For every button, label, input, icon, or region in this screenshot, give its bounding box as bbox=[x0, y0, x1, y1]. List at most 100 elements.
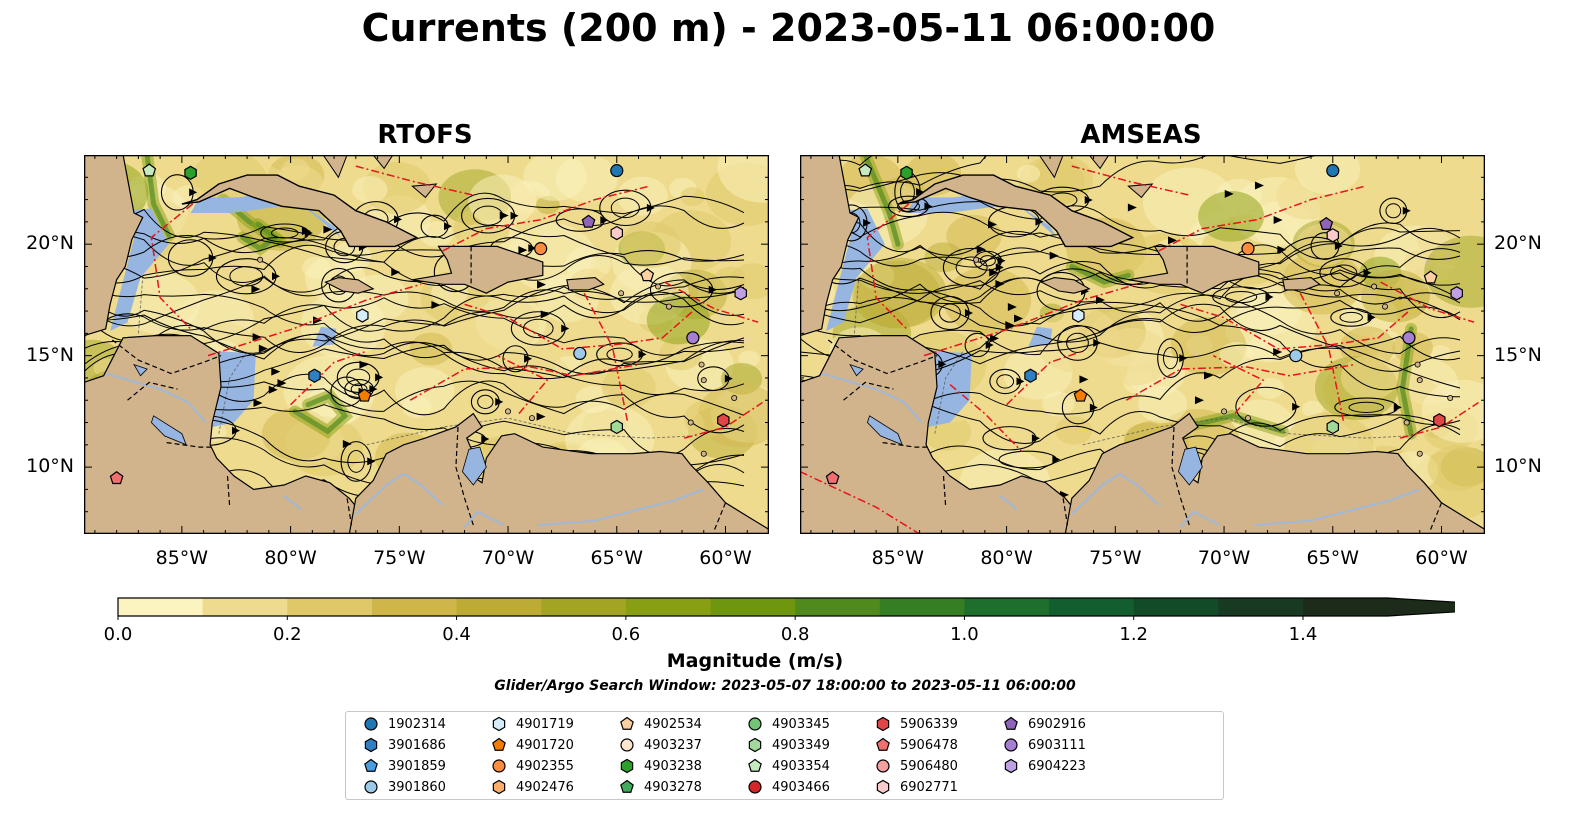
colorbar-tick-label: 0.2 bbox=[272, 624, 302, 645]
legend-entry: 6904223 bbox=[1002, 757, 1086, 775]
float-marker-1902314 bbox=[610, 164, 624, 178]
legend-entry: 4903278 bbox=[618, 778, 702, 796]
legend-label: 4902476 bbox=[516, 779, 574, 795]
map-rtofs[interactable] bbox=[84, 155, 769, 534]
legend-marker-hexagon bbox=[1004, 758, 1018, 774]
float-marker-3901686 bbox=[308, 368, 321, 383]
legend-entry: 4903345 bbox=[746, 715, 830, 733]
legend-marker-circle bbox=[492, 759, 506, 773]
lat-tick-label: 20°N bbox=[26, 232, 74, 255]
legend-entry: 3901859 bbox=[362, 757, 446, 775]
colorbar-segment bbox=[795, 598, 881, 616]
float-marker-5906478 bbox=[109, 471, 124, 485]
legend-entry: 5906339 bbox=[874, 715, 958, 733]
legend-marker-hexagon bbox=[364, 737, 378, 753]
map-amseas[interactable] bbox=[800, 155, 1485, 534]
colorbar-segment bbox=[625, 598, 711, 616]
float-marker-5906339 bbox=[1433, 413, 1446, 428]
float-marker-6902771 bbox=[610, 225, 624, 241]
float-marker-6902916 bbox=[581, 214, 596, 228]
legend-marker-hexagon bbox=[620, 758, 634, 774]
float-marker-4901719 bbox=[356, 308, 369, 323]
float-marker-3901860 bbox=[1289, 349, 1303, 363]
legend-entry: 4902476 bbox=[490, 778, 574, 796]
colorbar-label: Magnitude (m/s) bbox=[666, 650, 844, 672]
lon-tick-label: 85°W bbox=[155, 547, 209, 569]
colorbar-segment bbox=[1218, 598, 1304, 616]
float-marker-6904223 bbox=[734, 286, 747, 301]
legend-marker-circle bbox=[364, 717, 378, 731]
float-marker-6903111 bbox=[1402, 331, 1416, 345]
legend-label: 4903278 bbox=[644, 779, 702, 795]
axis-ticks bbox=[84, 155, 769, 534]
legend-entry: 4903349 bbox=[746, 736, 830, 754]
colorbar-segment bbox=[371, 598, 458, 616]
lat-tick-label: 20°N bbox=[1494, 232, 1542, 255]
panel-title-amseas: AMSEAS bbox=[1080, 120, 1202, 150]
legend-entry: 4903354 bbox=[746, 757, 830, 775]
legend-label: 4901720 bbox=[516, 737, 574, 753]
colorbar bbox=[117, 597, 1455, 620]
legend-entry: 4903238 bbox=[618, 757, 702, 775]
lon-tick-label: 80°W bbox=[980, 547, 1033, 569]
lon-tick-label: 70°W bbox=[1197, 547, 1251, 569]
legend-label: 4903354 bbox=[772, 758, 830, 774]
float-marker-4903349 bbox=[610, 419, 624, 435]
legend-marker-circle bbox=[748, 780, 762, 794]
legend-marker-hexagon bbox=[492, 779, 506, 795]
colorbar-segment bbox=[541, 598, 627, 616]
legend-marker-pentagon bbox=[492, 737, 506, 751]
colorbar-segment bbox=[1133, 598, 1219, 616]
legend-entry: 3901860 bbox=[362, 778, 446, 796]
map-frame bbox=[800, 155, 1485, 534]
legend-entry: 5906478 bbox=[874, 736, 958, 754]
lon-tick-label: 65°W bbox=[1306, 547, 1359, 569]
colorbar-segment bbox=[287, 598, 373, 616]
colorbar-segment bbox=[964, 598, 1050, 616]
land-layer bbox=[800, 155, 1485, 534]
float-marker-5906339 bbox=[717, 413, 730, 428]
float-marker-6903111 bbox=[686, 331, 700, 345]
legend-entry: 1902314 bbox=[362, 715, 446, 733]
lat-tick-label: 10°N bbox=[1494, 455, 1542, 478]
float-marker-4903349 bbox=[1326, 419, 1340, 435]
legend-marker-circle bbox=[1004, 738, 1018, 752]
colorbar-segment bbox=[710, 598, 796, 616]
lat-tick-label: 15°N bbox=[26, 343, 74, 366]
legend-entry: 6902916 bbox=[1002, 715, 1086, 733]
legend-marker-hexagon bbox=[492, 716, 506, 732]
legend-label: 4903345 bbox=[772, 716, 830, 732]
float-marker-3901686 bbox=[1024, 368, 1037, 383]
legend-marker-pentagon bbox=[876, 737, 890, 751]
float-marker-5906478 bbox=[825, 471, 840, 485]
legend-marker-hexagon bbox=[876, 779, 890, 795]
colorbar-tick-label: 0.8 bbox=[780, 624, 810, 645]
float-marker-4902534 bbox=[640, 268, 655, 282]
legend-entry: 4902534 bbox=[618, 715, 702, 733]
lon-tick-label: 60°W bbox=[699, 547, 752, 569]
colorbar-segment bbox=[456, 598, 542, 616]
lon-tick-label: 80°W bbox=[264, 547, 317, 569]
legend-label: 4901719 bbox=[516, 716, 574, 732]
legend-label: 3901860 bbox=[388, 779, 446, 795]
map-frame bbox=[84, 155, 769, 534]
legend-marker-hexagon bbox=[876, 716, 890, 732]
lon-tick-label: 75°W bbox=[373, 547, 426, 569]
legend-marker-pentagon bbox=[364, 758, 378, 772]
legend-marker-circle bbox=[748, 717, 762, 731]
float-marker-4901719 bbox=[1072, 308, 1085, 323]
float-marker-4903238 bbox=[184, 165, 197, 181]
land-layer bbox=[84, 155, 769, 534]
legend-marker-circle bbox=[620, 738, 634, 752]
legend-entry: 6902771 bbox=[874, 778, 958, 796]
legend-entry: 4902355 bbox=[490, 757, 574, 775]
float-marker-6904223 bbox=[1450, 286, 1463, 301]
colorbar-tick-label: 1.0 bbox=[950, 624, 979, 645]
lat-tick-label: 10°N bbox=[26, 455, 74, 478]
float-markers bbox=[109, 163, 747, 485]
legend-entry: 4903237 bbox=[618, 736, 702, 754]
legend-label: 6903111 bbox=[1028, 737, 1086, 753]
colorbar-segment bbox=[118, 598, 204, 616]
float-marker-4902534 bbox=[1423, 270, 1438, 284]
bathymetry-contours bbox=[853, 277, 1409, 446]
